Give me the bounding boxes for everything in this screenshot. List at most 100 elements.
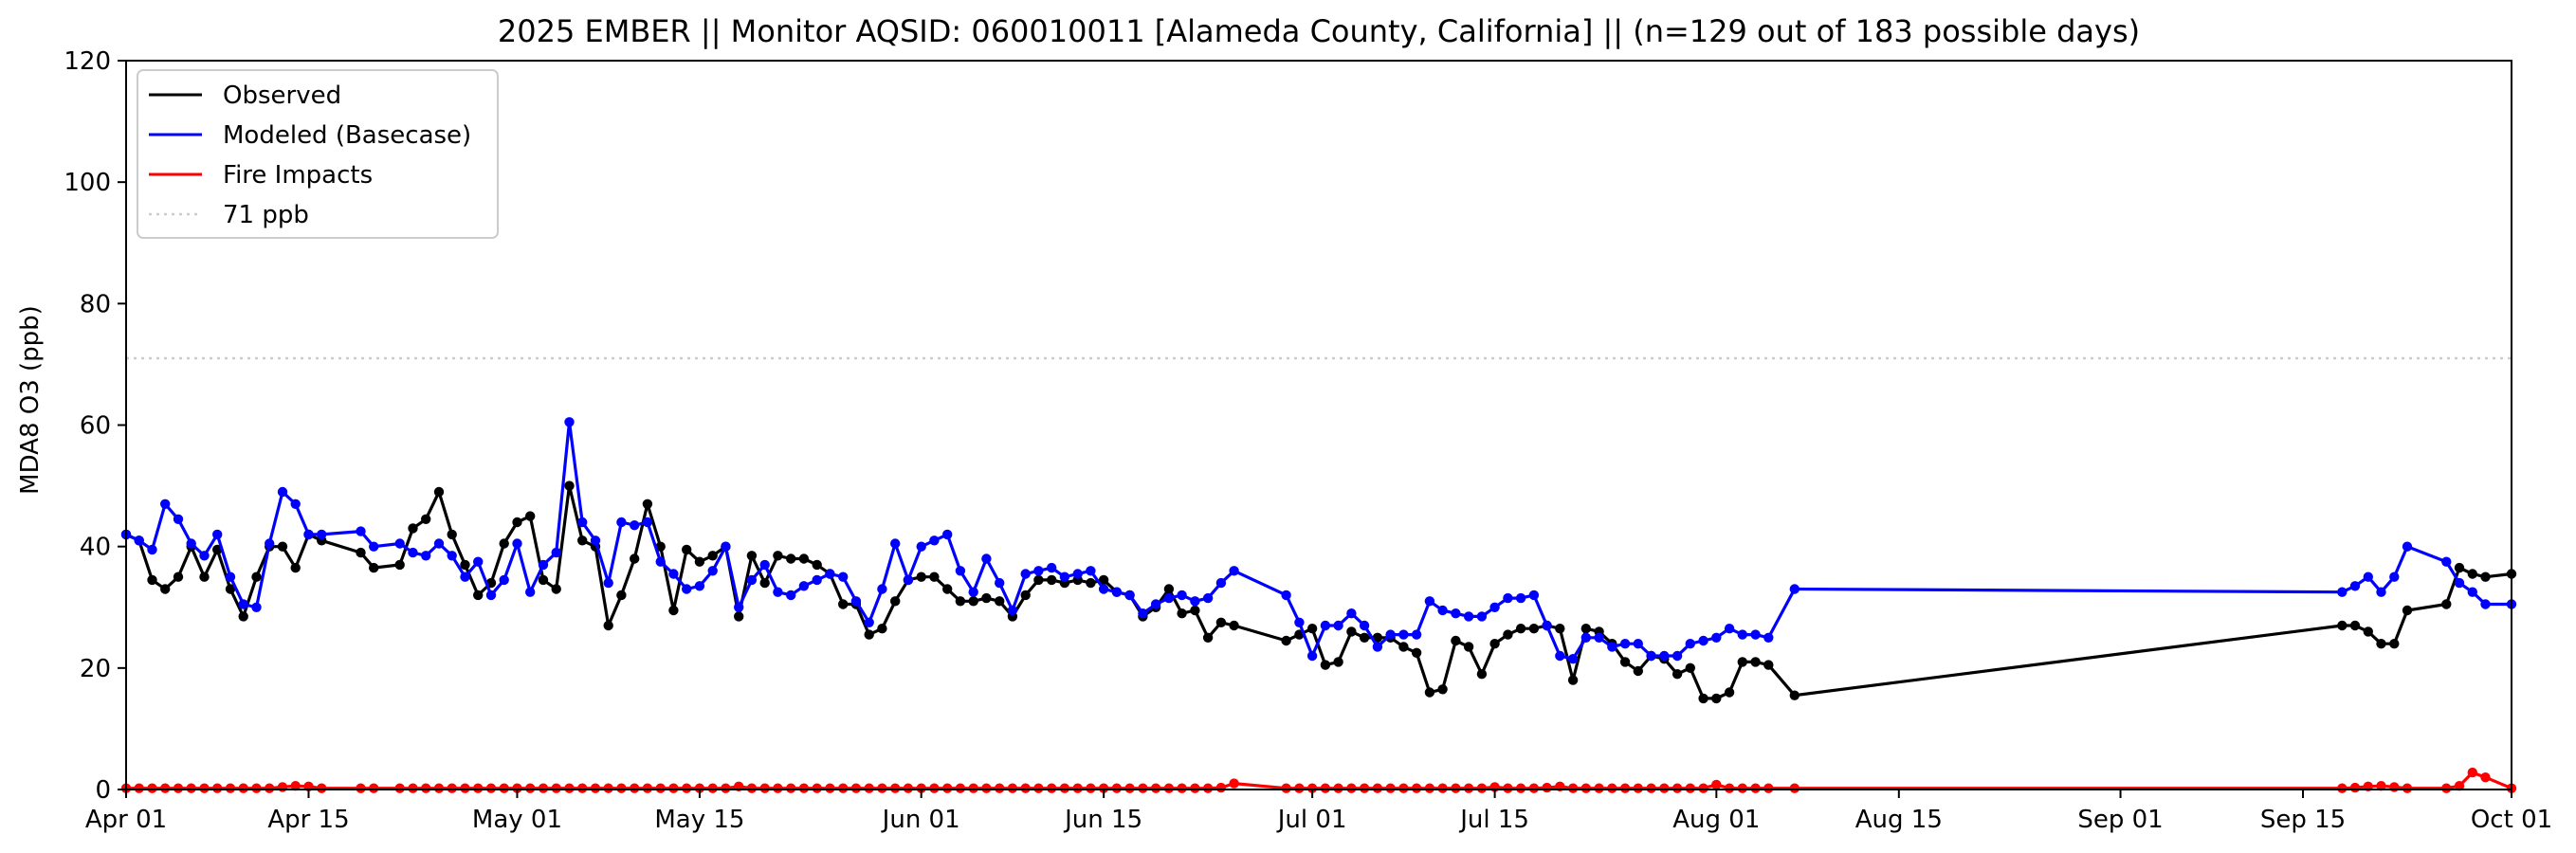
series-2-point-8 <box>225 783 236 793</box>
series-2-point-40 <box>682 783 692 793</box>
series-1-point-126 <box>2389 572 2400 582</box>
series-0-point-45 <box>746 551 758 561</box>
series-1-point-88 <box>1346 608 1357 619</box>
series-2-point-106 <box>1580 783 1592 793</box>
series-1-point-82 <box>1229 566 1239 576</box>
series-2-point-96 <box>1451 783 1461 793</box>
series-1-point-96 <box>1451 608 1461 619</box>
series-1-point-64 <box>995 577 1005 589</box>
series-1-point-121 <box>1789 584 1800 594</box>
series-1-point-102 <box>1528 590 1540 601</box>
series-2-point-84 <box>1294 783 1305 793</box>
series-1-point-17 <box>369 541 379 552</box>
series-0-point-102 <box>1528 624 1540 634</box>
series-1-point-52 <box>838 572 849 582</box>
series-0-point-119 <box>1750 657 1761 667</box>
series-1-point-75 <box>1138 608 1148 619</box>
series-1-point-39 <box>668 569 679 579</box>
series-0-point-68 <box>1047 574 1057 586</box>
series-1-point-129 <box>2454 577 2465 589</box>
series-0-point-97 <box>1463 642 1474 652</box>
legend-label-1: Modeled (Basecase) <box>223 121 471 150</box>
series-1-point-79 <box>1190 596 1200 607</box>
series-2-point-32 <box>577 783 588 793</box>
series-2-point-105 <box>1567 783 1579 793</box>
series-0-point-26 <box>499 538 509 549</box>
series-1-point-62 <box>968 587 978 597</box>
series-1-point-56 <box>890 538 901 549</box>
series-2-point-87 <box>1333 783 1343 793</box>
series-0-point-6 <box>199 572 210 582</box>
series-1-point-18 <box>394 538 405 549</box>
series-2-point-119 <box>1750 783 1761 793</box>
series-0-point-79 <box>1190 605 1200 616</box>
series-0-point-129 <box>2454 562 2465 573</box>
series-0-point-2 <box>147 574 157 586</box>
series-2-point-50 <box>812 783 822 793</box>
y-tick-label-0: 0 <box>95 776 111 805</box>
x-tick-label-12: Oct 01 <box>2471 806 2552 834</box>
series-1-point-26 <box>499 574 509 586</box>
series-0-point-123 <box>2349 620 2361 631</box>
y-tick-label-5: 100 <box>64 169 111 197</box>
series-2-point-131 <box>2480 772 2491 783</box>
series-0-point-59 <box>929 572 940 582</box>
x-tick-label-11: Sep 15 <box>2260 806 2346 834</box>
series-2-point-7 <box>212 783 223 793</box>
x-tick-label-5: Jun 15 <box>1063 806 1142 834</box>
series-1-point-130 <box>2467 587 2477 597</box>
series-2-point-43 <box>721 783 731 793</box>
series-1 <box>120 417 2517 664</box>
series-1-point-117 <box>1724 624 1735 634</box>
series-2-point-97 <box>1463 783 1474 793</box>
series-1-point-119 <box>1750 629 1761 640</box>
series-2-point-72 <box>1098 783 1109 793</box>
series-0-point-80 <box>1202 632 1214 643</box>
y-axis-label: MDA8 O3 (ppb) <box>16 305 45 495</box>
series-0-point-106 <box>1580 624 1592 634</box>
series-1-point-77 <box>1163 592 1175 604</box>
series-2-point-126 <box>2389 782 2400 792</box>
series-1-point-2 <box>147 544 157 555</box>
series-0-point-31 <box>564 481 575 491</box>
series-2-point-36 <box>630 783 640 793</box>
series-2-point-1 <box>134 783 144 793</box>
series-1-point-86 <box>1320 620 1331 631</box>
series-0-point-125 <box>2376 639 2386 649</box>
y-tick-label-1: 20 <box>80 655 111 683</box>
series-1-point-115 <box>1698 635 1708 646</box>
series-1-point-107 <box>1594 632 1604 643</box>
series-2-point-130 <box>2467 767 2477 778</box>
series-1-point-14 <box>303 529 314 540</box>
series-1-point-131 <box>2480 599 2491 609</box>
series-1-point-32 <box>577 517 588 528</box>
series-1-point-72 <box>1098 584 1109 594</box>
series-1-point-59 <box>929 535 940 546</box>
series-0-point-115 <box>1698 693 1708 704</box>
series-2-point-114 <box>1685 783 1696 793</box>
series-0-point-9 <box>238 611 248 622</box>
series-0-point-18 <box>394 559 405 571</box>
series-0-point-81 <box>1215 617 1227 627</box>
series-2-point-115 <box>1698 783 1708 793</box>
series-0-point-22 <box>447 529 457 540</box>
series-0-point-23 <box>460 559 470 571</box>
series-0-point-3 <box>160 584 171 594</box>
series-1-point-61 <box>955 566 966 576</box>
series-1-point-113 <box>1672 650 1683 662</box>
series-1-point-5 <box>186 538 196 549</box>
series-2-point-31 <box>564 783 575 793</box>
series-2-point-39 <box>668 783 679 793</box>
x-tick-label-8: Aug 01 <box>1672 806 1760 834</box>
series-1-point-44 <box>734 602 744 612</box>
series-1-point-38 <box>655 556 666 567</box>
legend-box <box>137 69 499 239</box>
series-0-point-121 <box>1789 690 1800 700</box>
series-1-point-46 <box>759 559 770 571</box>
series-2-point-66 <box>1020 783 1031 793</box>
series-0-point-4 <box>173 572 184 582</box>
x-tick-label-6: Jul 01 <box>1276 806 1347 834</box>
series-1-point-120 <box>1763 632 1774 643</box>
series-0-point-83 <box>1281 635 1291 646</box>
series-2-point-23 <box>460 783 470 793</box>
